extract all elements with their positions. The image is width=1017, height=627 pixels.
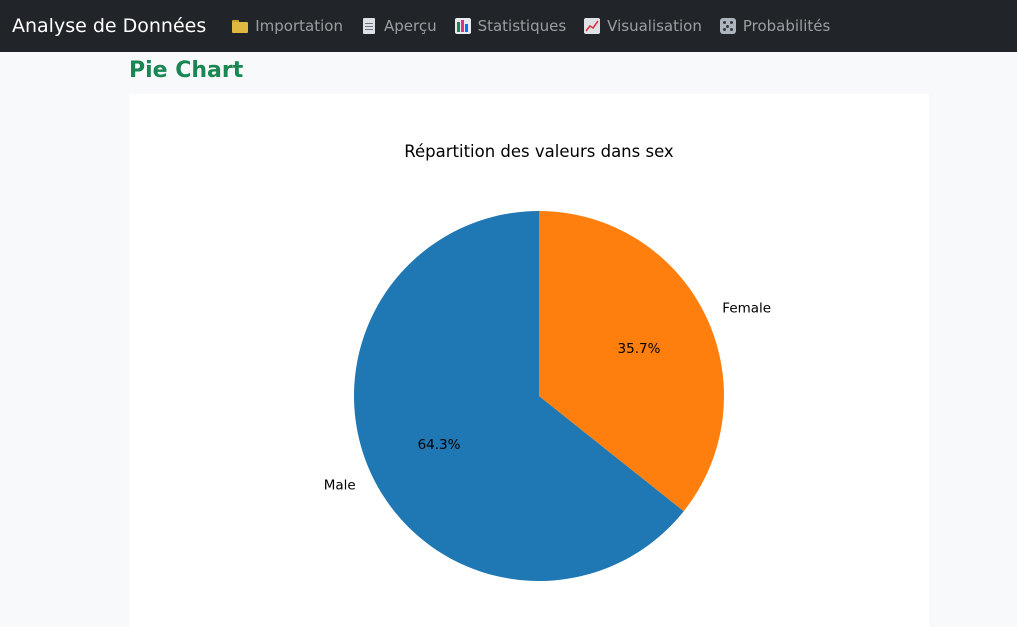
dice-icon <box>719 18 736 34</box>
nav-item-importation[interactable]: Importation <box>232 17 343 35</box>
chart-title: Répartition des valeurs dans sex <box>404 142 674 161</box>
line-chart-icon <box>584 18 601 34</box>
nav-item-label: Aperçu <box>383 17 437 35</box>
nav-item-label: Visualisation <box>607 17 702 35</box>
slice-label-female: Female <box>722 301 771 317</box>
nav-item-label: Probabilités <box>742 17 831 35</box>
slice-label-male: Male <box>324 477 356 493</box>
slice-percent-female: 35.7% <box>618 341 661 357</box>
document-icon <box>361 18 377 34</box>
nav-item-visualisation[interactable]: Visualisation <box>584 17 702 35</box>
folder-icon <box>232 18 249 34</box>
nav-item-apercu[interactable]: Aperçu <box>361 17 437 35</box>
chart-card: Répartition des valeurs dans sex Male 64.… <box>129 94 929 627</box>
nav-item-statistiques[interactable]: Statistiques <box>454 17 567 35</box>
brand-title[interactable]: Analyse de Données <box>12 15 207 37</box>
pie-slice-male <box>354 211 684 581</box>
nav-item-label: Statistiques <box>477 17 567 35</box>
navbar: Analyse de Données Importation Aperçu St… <box>0 0 1017 52</box>
bar-chart-icon <box>454 18 471 34</box>
pie-slice-female <box>539 211 724 512</box>
page-title: Pie Chart <box>129 58 244 83</box>
slice-percent-male: 64.3% <box>418 437 461 453</box>
nav-item-probabilites[interactable]: Probabilités <box>719 17 831 35</box>
nav-item-label: Importation <box>255 17 343 35</box>
pie-chart: Répartition des valeurs dans sex Male 64.… <box>324 142 771 581</box>
